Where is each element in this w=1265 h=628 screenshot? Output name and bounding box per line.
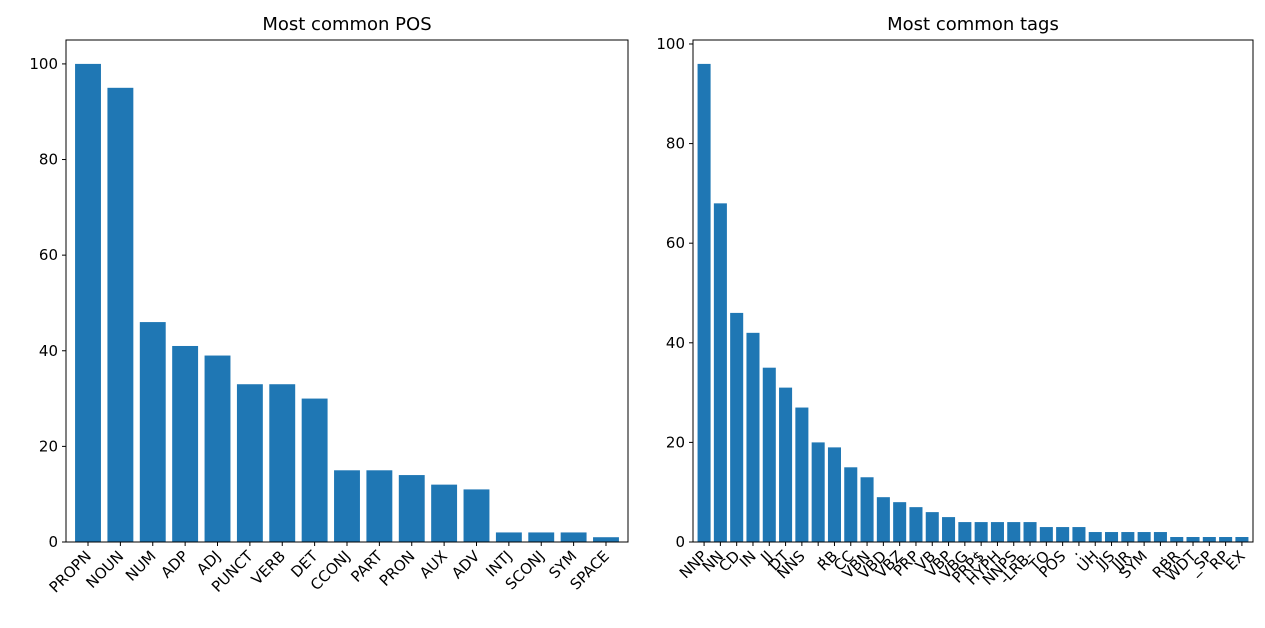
pos-bar xyxy=(107,87,134,542)
tags-axes-frame xyxy=(692,39,1254,543)
tags-bar xyxy=(1007,522,1021,542)
tags-bar xyxy=(860,477,874,542)
pos-y-tick-label: 60 xyxy=(39,246,58,264)
tags-bar xyxy=(925,512,939,542)
pos-bar xyxy=(204,355,231,542)
pos-bar xyxy=(139,322,166,542)
tags-bar xyxy=(876,497,890,542)
pos-x-tick-label: PRON xyxy=(376,547,419,590)
pos-bar xyxy=(495,532,522,542)
tags-bar xyxy=(1235,537,1249,542)
tags-y-tick-label: 20 xyxy=(666,433,685,451)
tags-y-tick-label: 100 xyxy=(656,35,685,53)
tags-bar xyxy=(1170,537,1184,542)
tags-bar xyxy=(909,507,923,542)
tags-bar xyxy=(1219,537,1233,542)
tags-bar xyxy=(1105,532,1119,542)
pos-chart-title: Most common POS xyxy=(262,14,431,35)
tags-bar xyxy=(827,447,841,542)
pos-bar xyxy=(463,489,490,542)
pos-bar xyxy=(301,398,328,542)
pos-x-tick-label: ADV xyxy=(448,547,484,583)
tags-bar xyxy=(1153,532,1167,542)
tags-bar xyxy=(1202,537,1216,542)
tags-bar xyxy=(1039,527,1053,542)
tags-bar xyxy=(811,442,825,542)
pos-bar xyxy=(560,532,587,542)
pos-x-tick-label: NUM xyxy=(122,547,160,585)
pos-y-tick-label: 20 xyxy=(39,437,58,455)
pos-bar xyxy=(269,384,296,542)
tags-bar xyxy=(762,367,776,542)
pos-bar xyxy=(593,537,619,542)
tags-bar xyxy=(942,517,956,542)
tags-bar xyxy=(795,407,809,542)
tags-bar xyxy=(1186,537,1200,542)
pos-y-tick-label: 40 xyxy=(39,342,58,360)
tags-chart-title: Most common tags xyxy=(887,14,1059,35)
pos-bar xyxy=(75,63,101,543)
tags-bar xyxy=(990,522,1004,542)
tags-y-tick-label: 60 xyxy=(666,234,685,252)
tags-y-tick-label: 80 xyxy=(666,135,685,153)
tags-x-tick-label: EX xyxy=(1222,547,1249,574)
pos-y-tick-label: 0 xyxy=(48,533,58,551)
tags-bar xyxy=(1137,532,1151,542)
tags-bar xyxy=(1056,527,1070,542)
pos-x-tick-label: VERB xyxy=(248,547,289,588)
tags-bar xyxy=(844,467,858,542)
tags-bar xyxy=(730,312,744,542)
tags-bar xyxy=(697,63,711,543)
pos-bar xyxy=(172,345,199,542)
tags-bar xyxy=(1121,532,1135,542)
tags-bar xyxy=(713,203,727,542)
pos-x-tick-label: PROPN xyxy=(46,547,95,596)
tags-bar xyxy=(1088,532,1102,542)
tags-bar xyxy=(779,387,793,542)
pos-bar xyxy=(398,475,425,542)
tags-bar xyxy=(1023,522,1037,542)
pos-y-tick-label: 80 xyxy=(39,151,58,169)
pos-x-tick-label: AUX xyxy=(416,547,451,582)
pos-x-tick-label: NOUN xyxy=(83,547,128,592)
pos-x-tick-label: ADP xyxy=(157,547,192,582)
pos-y-tick-label: 100 xyxy=(29,55,58,73)
tags-bar xyxy=(958,522,972,542)
tags-bar xyxy=(1072,527,1086,542)
pos-bar xyxy=(334,470,360,542)
pos-bar xyxy=(431,484,458,542)
tags-bar xyxy=(746,332,760,542)
tags-bar xyxy=(974,522,988,542)
tags-bar xyxy=(893,502,907,542)
pos-bar xyxy=(366,470,393,542)
pos-bar xyxy=(528,532,555,542)
tags-y-tick-label: 0 xyxy=(675,533,685,551)
tags-x-tick-label: IN xyxy=(736,547,760,571)
pos-bar xyxy=(236,384,263,542)
tags-y-tick-label: 40 xyxy=(666,334,685,352)
